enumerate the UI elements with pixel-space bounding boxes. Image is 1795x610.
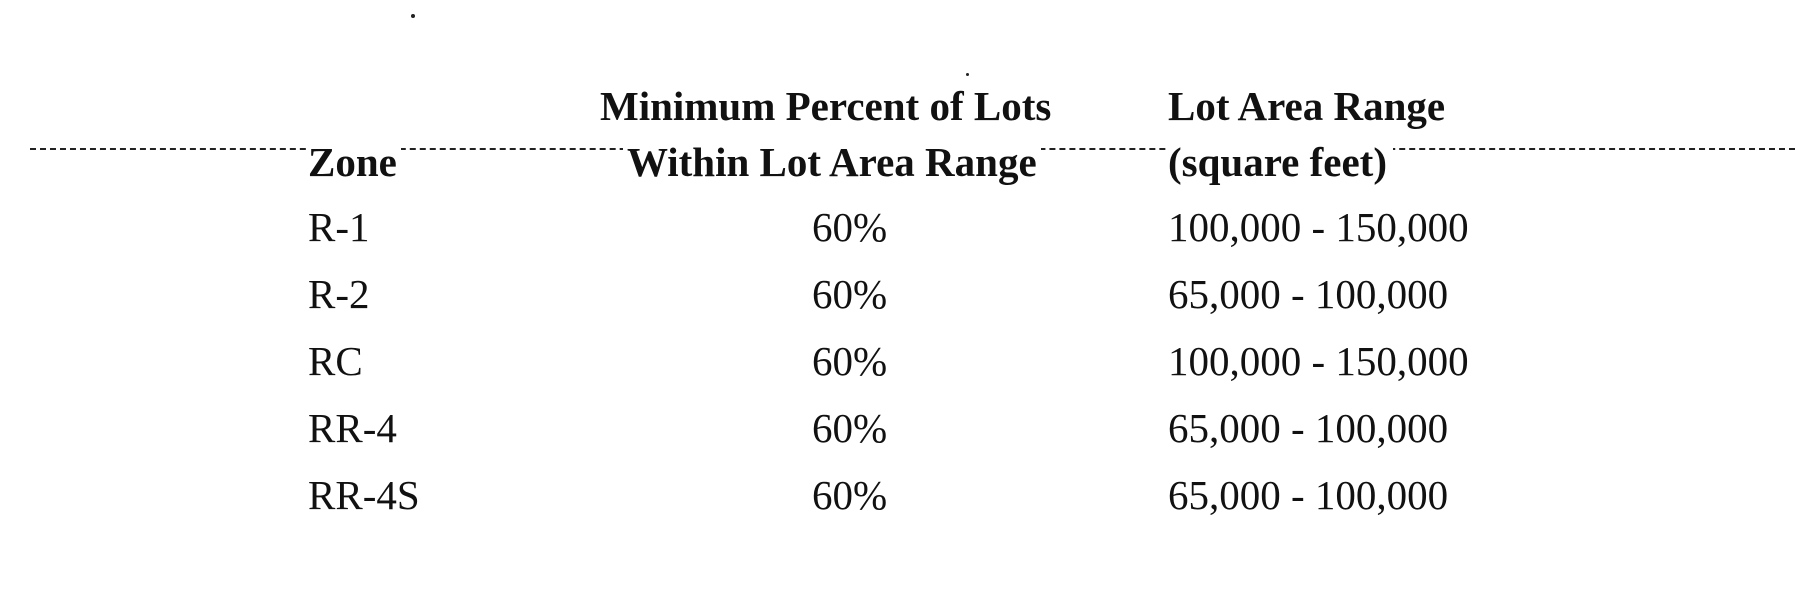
header-min-percent-line2: Within Lot Area Range <box>623 142 1041 183</box>
range-cell: 65,000 - 100,000 <box>1168 405 1449 451</box>
percent-cell: 60% <box>812 472 888 518</box>
header-zone: Zone <box>306 142 401 183</box>
header-lot-area-line1: Lot Area Range <box>1168 83 1446 129</box>
header-lot-area-line2: (square feet) <box>1168 142 1393 183</box>
range-cell: 100,000 - 150,000 <box>1168 338 1469 384</box>
header-min-percent-line1: Minimum Percent of Lots <box>600 83 1052 129</box>
range-cell: 65,000 - 100,000 <box>1168 271 1449 317</box>
zone-cell: RC <box>308 338 363 384</box>
scan-speck <box>411 14 415 18</box>
percent-cell: 60% <box>812 271 888 317</box>
percent-cell: 60% <box>812 338 888 384</box>
scan-speck <box>966 73 969 76</box>
range-cell: 100,000 - 150,000 <box>1168 204 1469 250</box>
zone-cell: R-1 <box>308 204 370 250</box>
percent-cell: 60% <box>812 405 888 451</box>
percent-cell: 60% <box>812 204 888 250</box>
range-cell: 65,000 - 100,000 <box>1168 472 1449 518</box>
zone-cell: R-2 <box>308 271 370 317</box>
zone-cell: RR-4 <box>308 405 397 451</box>
zone-cell: RR-4S <box>308 472 420 518</box>
